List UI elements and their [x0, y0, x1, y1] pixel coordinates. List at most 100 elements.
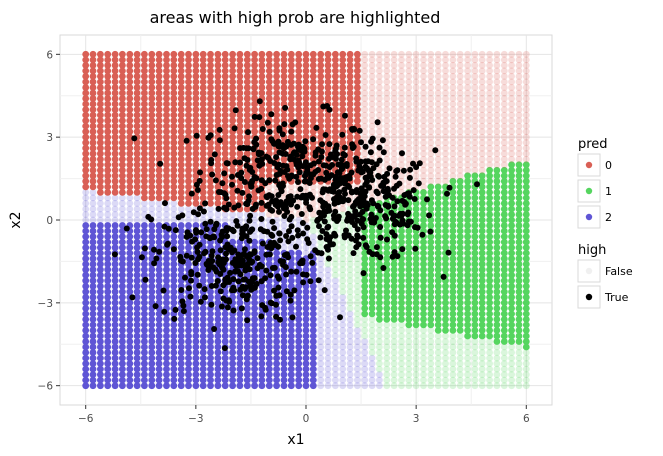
region-point-pred-2 [119, 293, 126, 301]
observed-point [244, 263, 251, 270]
region-point-pred-1 [398, 332, 405, 340]
region-point-pred-0 [251, 73, 258, 80]
region-point-pred-1 [442, 216, 449, 224]
region-point-pred-1 [500, 338, 508, 345]
region-point-pred-0 [185, 62, 192, 69]
region-point-pred-2 [170, 205, 178, 213]
region-point-pred-0 [148, 144, 156, 152]
region-point-pred-1 [449, 233, 457, 241]
region-point-pred-0 [229, 189, 237, 196]
region-point-pred-0 [82, 50, 90, 58]
region-point-pred-1 [390, 382, 398, 390]
region-point-pred-2 [82, 365, 90, 373]
region-point-pred-0 [398, 78, 405, 86]
region-point-pred-1 [376, 316, 383, 323]
region-point-pred-0 [229, 194, 237, 202]
region-point-pred-0 [287, 106, 295, 113]
region-point-pred-0 [500, 95, 508, 102]
region-point-pred-2 [280, 332, 288, 340]
region-point-pred-0 [192, 111, 200, 119]
observed-point [219, 234, 226, 240]
region-point-pred-0 [133, 62, 141, 69]
region-point-pred-0 [398, 100, 405, 108]
region-point-pred-0 [420, 133, 427, 141]
region-point-pred-2 [148, 365, 156, 373]
region-point-pred-1 [368, 332, 376, 340]
region-point-pred-0 [251, 67, 258, 75]
region-point-pred-0 [471, 139, 479, 147]
region-point-pred-0 [89, 144, 97, 152]
region-point-pred-2 [119, 244, 126, 252]
region-point-pred-1 [354, 288, 361, 296]
region-point-pred-2 [89, 282, 97, 290]
observed-point [258, 150, 265, 157]
region-point-pred-2 [236, 349, 244, 356]
region-point-pred-1 [471, 376, 479, 384]
region-point-pred-2 [192, 316, 200, 323]
observed-point [232, 256, 239, 263]
region-point-pred-0 [478, 166, 486, 174]
region-point-pred-0 [97, 155, 104, 163]
region-point-pred-2 [163, 249, 170, 257]
region-point-pred-0 [280, 78, 288, 86]
region-point-pred-0 [89, 177, 97, 185]
region-point-pred-1 [478, 293, 486, 301]
region-point-pred-0 [522, 95, 530, 102]
region-point-pred-1 [500, 194, 508, 202]
observed-point [394, 198, 401, 205]
region-point-pred-0 [398, 122, 405, 130]
region-point-pred-1 [464, 255, 471, 263]
region-point-pred-1 [515, 338, 523, 345]
region-point-pred-0 [170, 95, 178, 102]
observed-point [341, 144, 348, 151]
region-point-pred-0 [148, 122, 156, 130]
region-point-pred-0 [515, 67, 523, 75]
region-point-pred-0 [236, 133, 244, 141]
region-point-pred-2 [199, 266, 207, 274]
observed-point [366, 248, 373, 255]
observed-point [243, 223, 250, 230]
region-point-pred-2 [185, 216, 192, 224]
observed-point [221, 345, 228, 352]
region-point-pred-0 [111, 50, 119, 58]
region-point-pred-1 [464, 216, 471, 224]
region-point-pred-2 [295, 293, 303, 301]
region-point-pred-1 [464, 365, 471, 373]
region-point-pred-0 [522, 122, 530, 130]
region-point-pred-0 [148, 133, 156, 141]
observed-point [323, 236, 330, 242]
region-point-pred-1 [508, 310, 515, 318]
region-point-pred-0 [155, 166, 163, 174]
region-point-pred-1 [508, 266, 515, 274]
region-point-pred-0 [368, 89, 376, 97]
region-point-pred-0 [434, 100, 442, 108]
region-point-pred-0 [126, 56, 134, 64]
region-point-pred-0 [464, 155, 471, 163]
region-point-pred-0 [478, 73, 486, 80]
region-point-pred-1 [515, 277, 523, 285]
region-point-pred-0 [346, 106, 354, 113]
region-point-pred-1 [478, 282, 486, 290]
observed-point [304, 224, 311, 231]
region-point-pred-0 [302, 78, 310, 86]
region-point-pred-2 [126, 343, 134, 351]
region-point-pred-1 [508, 255, 515, 263]
region-point-pred-0 [97, 100, 104, 108]
region-point-pred-1 [522, 177, 530, 185]
region-point-pred-2 [155, 382, 163, 390]
region-point-pred-0 [97, 111, 104, 119]
region-point-pred-2 [89, 310, 97, 318]
region-point-pred-0 [346, 155, 354, 163]
observed-point [322, 132, 329, 138]
region-point-pred-1 [464, 338, 471, 345]
region-point-pred-0 [163, 177, 170, 185]
region-point-pred-0 [339, 56, 347, 64]
region-point-pred-1 [368, 327, 376, 334]
observed-point [362, 174, 369, 181]
region-point-pred-1 [368, 205, 376, 213]
region-point-pred-0 [141, 161, 148, 169]
region-point-pred-2 [309, 299, 317, 307]
region-point-pred-0 [141, 177, 148, 185]
region-point-pred-0 [185, 183, 192, 191]
region-point-pred-2 [324, 349, 332, 356]
